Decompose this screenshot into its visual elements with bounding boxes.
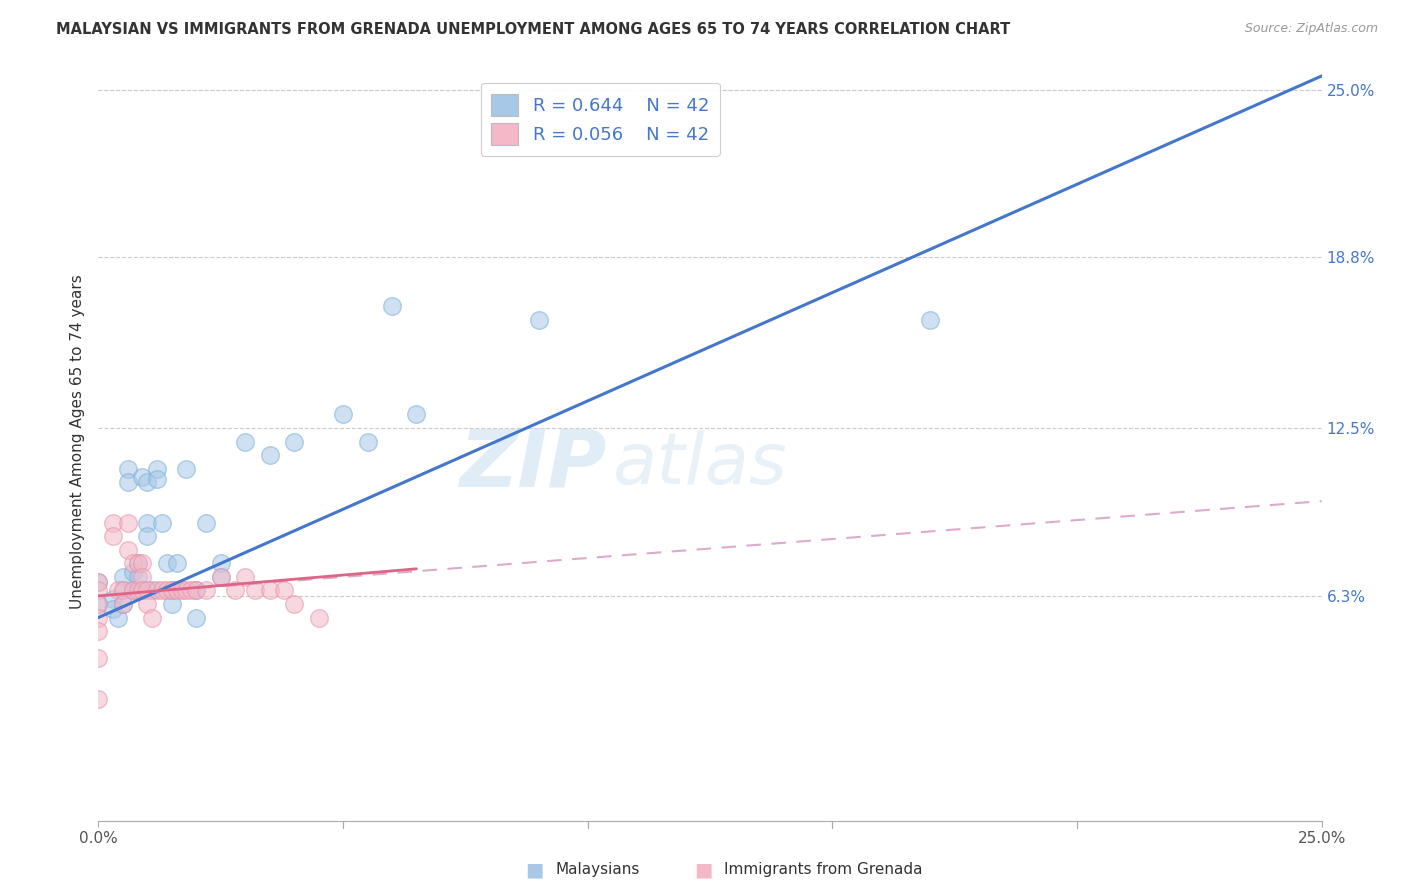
Point: [186, 583, 208, 598]
Point: [156, 583, 179, 598]
Point: [131, 557, 153, 571]
Point: [195, 516, 218, 530]
Text: Malaysians: Malaysians: [555, 863, 640, 877]
Point: [186, 583, 208, 598]
Point: [131, 583, 153, 598]
Point: [308, 610, 330, 624]
Text: Immigrants from Grenada: Immigrants from Grenada: [724, 863, 922, 877]
Text: ■: ■: [524, 860, 544, 880]
Point: [117, 542, 139, 557]
Point: [117, 461, 139, 475]
Point: [131, 469, 153, 483]
Text: atlas: atlas: [612, 430, 787, 499]
Point: [136, 597, 159, 611]
Point: [166, 583, 188, 598]
Y-axis label: Unemployment Among Ages 65 to 74 years: Unemployment Among Ages 65 to 74 years: [69, 274, 84, 609]
Point: [224, 583, 246, 598]
Point: [107, 583, 129, 598]
Point: [233, 570, 256, 584]
Point: [87, 691, 110, 706]
Point: [332, 408, 354, 422]
Point: [273, 583, 295, 598]
Point: [107, 610, 129, 624]
Point: [121, 583, 143, 598]
Point: [209, 557, 232, 571]
Point: [131, 583, 153, 598]
Point: [111, 583, 134, 598]
Point: [87, 583, 110, 598]
Point: [150, 583, 173, 598]
Point: [405, 408, 427, 422]
Point: [195, 583, 218, 598]
Point: [101, 529, 124, 543]
Point: [121, 583, 143, 598]
Text: MALAYSIAN VS IMMIGRANTS FROM GRENADA UNEMPLOYMENT AMONG AGES 65 TO 74 YEARS CORR: MALAYSIAN VS IMMIGRANTS FROM GRENADA UNE…: [56, 22, 1011, 37]
Point: [87, 651, 110, 665]
Point: [166, 557, 188, 571]
Point: [283, 597, 305, 611]
Point: [127, 557, 149, 571]
Point: [136, 516, 159, 530]
Point: [146, 461, 169, 475]
Point: [101, 516, 124, 530]
Point: [136, 475, 159, 490]
Point: [186, 610, 208, 624]
Point: [180, 583, 202, 598]
Point: [283, 434, 305, 449]
Point: [127, 583, 149, 598]
Point: [160, 597, 183, 611]
Point: [127, 570, 149, 584]
Point: [356, 434, 378, 449]
Point: [259, 448, 281, 462]
Point: [101, 602, 124, 616]
Point: [920, 312, 942, 326]
Point: [170, 583, 193, 598]
Point: [176, 583, 198, 598]
Point: [87, 575, 110, 590]
Point: [127, 557, 149, 571]
Point: [233, 434, 256, 449]
Point: [111, 570, 134, 584]
Point: [146, 473, 169, 487]
Text: ZIP: ZIP: [458, 425, 606, 503]
Point: [101, 591, 124, 606]
Point: [87, 610, 110, 624]
Text: ■: ■: [693, 860, 713, 880]
Point: [243, 583, 266, 598]
Point: [121, 557, 143, 571]
Point: [141, 583, 163, 598]
Point: [87, 575, 110, 590]
Point: [381, 299, 404, 313]
Point: [136, 583, 159, 598]
Point: [209, 570, 232, 584]
Point: [146, 583, 169, 598]
Point: [111, 597, 134, 611]
Point: [117, 475, 139, 490]
Point: [111, 597, 134, 611]
Point: [160, 583, 183, 598]
Point: [259, 583, 281, 598]
Point: [87, 597, 110, 611]
Point: [160, 583, 183, 598]
Point: [121, 565, 143, 579]
Point: [136, 529, 159, 543]
Legend: R = 0.644    N = 42, R = 0.056    N = 42: R = 0.644 N = 42, R = 0.056 N = 42: [481, 83, 720, 156]
Point: [150, 516, 173, 530]
Point: [117, 516, 139, 530]
Point: [156, 557, 179, 571]
Point: [209, 570, 232, 584]
Point: [141, 610, 163, 624]
Point: [87, 597, 110, 611]
Point: [87, 624, 110, 639]
Text: Source: ZipAtlas.com: Source: ZipAtlas.com: [1244, 22, 1378, 36]
Point: [111, 583, 134, 598]
Point: [527, 312, 550, 326]
Point: [176, 461, 198, 475]
Point: [131, 570, 153, 584]
